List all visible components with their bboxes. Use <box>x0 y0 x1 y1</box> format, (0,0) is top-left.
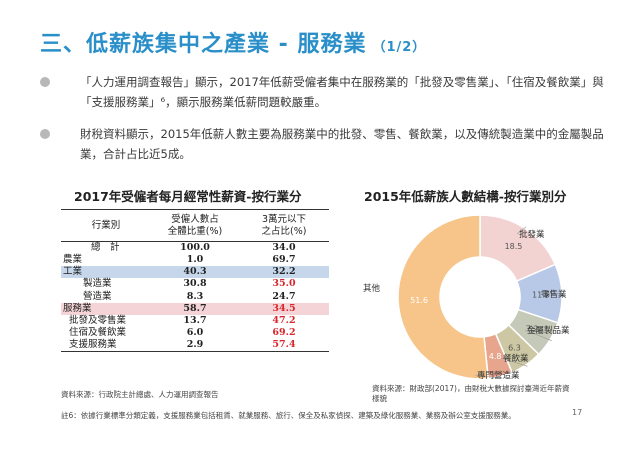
donut-value-label: 51.6 <box>410 296 428 305</box>
below30k-cell: 69.7 <box>272 254 296 266</box>
bullet-point-2: 財稅資料顯示，2015年低薪人數主要為服務業中的批發、零售、餐飲業，以及傳統製造… <box>40 124 610 164</box>
donut-category-label: 專門營造業 <box>477 370 520 381</box>
below30k-cell: 47.2 <box>272 315 296 327</box>
chart-title: 2015年低薪族人數結構-按行業別分 <box>364 189 567 204</box>
table-row: 農業 1.0 69.7 <box>61 254 329 266</box>
industry-cell: 營造業 <box>83 290 112 302</box>
donut-category-label: 零售業 <box>541 289 567 300</box>
bullet-dot-icon <box>40 77 50 87</box>
col-header-share: 受僱人數占 全體比重(%) <box>151 209 239 242</box>
below30k-cell: 24.7 <box>272 290 296 302</box>
table-row: 總 計 100.0 34.0 <box>61 242 329 255</box>
donut-slice-5 <box>397 214 490 380</box>
share-cell: 8.3 <box>186 290 204 302</box>
share-cell: 58.7 <box>151 302 239 315</box>
industry-cell: 製造業 <box>83 278 112 290</box>
industry-cell: 批發及零售業 <box>69 315 127 327</box>
donut-value-label: 18.5 <box>505 242 523 251</box>
share-cell: 1.0 <box>186 254 204 266</box>
bullet-text-1: 「人力運用調查報告」顯示，2017年低薪受僱者集中在服務業的「批發及零售業」、「… <box>80 75 604 109</box>
table-body: 總 計 100.0 34.0 農業 1.0 69.7 工業 40.3 32.2 製造業 30.8 35… <box>61 242 329 353</box>
below30k-cell: 57.4 <box>239 339 329 353</box>
below30k-cell: 69.2 <box>272 327 296 339</box>
source-left: 資料來源：行政院主計總處、人力運用調查報告 <box>61 390 219 399</box>
page-title: 三、低薪族集中之產業 - 服務業 （1/2） <box>40 26 426 58</box>
share-cell: 13.7 <box>183 315 207 327</box>
industry-cell: 工業 <box>61 266 151 279</box>
donut-chart: 18.5 11.6 7.2 6.3 4.8 51.6 批發業零售業金屬製品業餐飲業專門營造… <box>363 214 570 381</box>
donut-value-label: 11.6 <box>532 290 550 299</box>
below30k-cell: 35.0 <box>272 278 296 290</box>
share-cell: 100.0 <box>180 242 210 253</box>
bullet-point-1: 「人力運用調查報告」顯示，2017年低薪受僱者集中在服務業的「批發及零售業」、「… <box>40 72 610 112</box>
page-indicator: （1/2） <box>372 40 427 55</box>
wage-table: 行業別 受僱人數占 全體比重(%) 3萬元以下 之占比(%) 總 計 100.0 3… <box>61 209 329 353</box>
industry-cell: 農業 <box>63 254 83 266</box>
callout-line <box>516 226 527 235</box>
table-row: 營造業 8.3 24.7 <box>61 291 329 303</box>
title-text: 三、低薪族集中之產業 - 服務業 <box>40 32 367 57</box>
share-cell: 2.9 <box>151 339 239 353</box>
table-header-row: 行業別 受僱人數占 全體比重(%) 3萬元以下 之占比(%) <box>61 209 329 242</box>
donut-category-label: 餐飲業 <box>503 353 529 364</box>
table-row: 批發及零售業 13.7 47.2 <box>61 315 329 327</box>
donut-value-label: 6.3 <box>508 343 521 352</box>
below30k-cell: 34.0 <box>272 242 296 253</box>
industry-cell: 住宿及餐飲業 <box>69 327 127 339</box>
donut-value-label: 7.2 <box>526 325 539 334</box>
col-header-below30k: 3萬元以下 之占比(%) <box>239 209 329 242</box>
industry-cell: 總 計 <box>91 242 120 253</box>
table-row: 住宿及餐飲業 6.0 69.2 <box>61 327 329 339</box>
footnote: 註6：依據行業標準分類定義，支援服務業包括租賃、就業服務、旅行、保全及私家偵探、… <box>61 411 516 420</box>
callout-line <box>500 357 528 367</box>
industry-cell: 支援服務業 <box>61 339 151 353</box>
callout-line <box>538 293 564 295</box>
col-header-industry: 行業別 <box>61 209 151 242</box>
share-cell: 30.8 <box>183 278 207 290</box>
table-row: 支援服務業 2.9 57.4 <box>61 339 329 353</box>
share-cell: 40.3 <box>151 266 239 279</box>
donut-category-label: 金屬製品業 <box>527 325 570 336</box>
source-right: 資料來源：財政部(2017)，由財稅大數據探討臺灣近年薪資樣貌 <box>372 384 570 403</box>
donut-category-label: 其他 <box>363 283 381 294</box>
table-row: 製造業 30.8 35.0 <box>61 278 329 290</box>
bullet-text-2: 財稅資料顯示，2015年低薪人數主要為服務業中的批發、零售、餐飲業，以及傳統製造… <box>80 127 604 161</box>
table-row: 工業 40.3 32.2 <box>61 266 329 279</box>
donut-slices: 18.5 11.6 7.2 6.3 4.8 51.6 <box>397 214 563 380</box>
bullet-dot-icon <box>40 129 50 139</box>
callout-line <box>524 329 552 341</box>
callout-line <box>474 374 501 379</box>
donut-category-label: 批發業 <box>519 229 545 240</box>
page-number: 17 <box>572 408 583 417</box>
below30k-cell: 34.5 <box>239 302 329 315</box>
table-row: 服務業 58.7 34.5 <box>61 302 329 315</box>
below30k-cell: 32.2 <box>239 266 329 279</box>
table-title: 2017年受僱者每月經常性薪資-按行業分 <box>74 189 302 204</box>
industry-cell: 服務業 <box>61 302 151 315</box>
donut-value-label: 4.8 <box>489 352 502 361</box>
share-cell: 6.0 <box>186 327 204 339</box>
